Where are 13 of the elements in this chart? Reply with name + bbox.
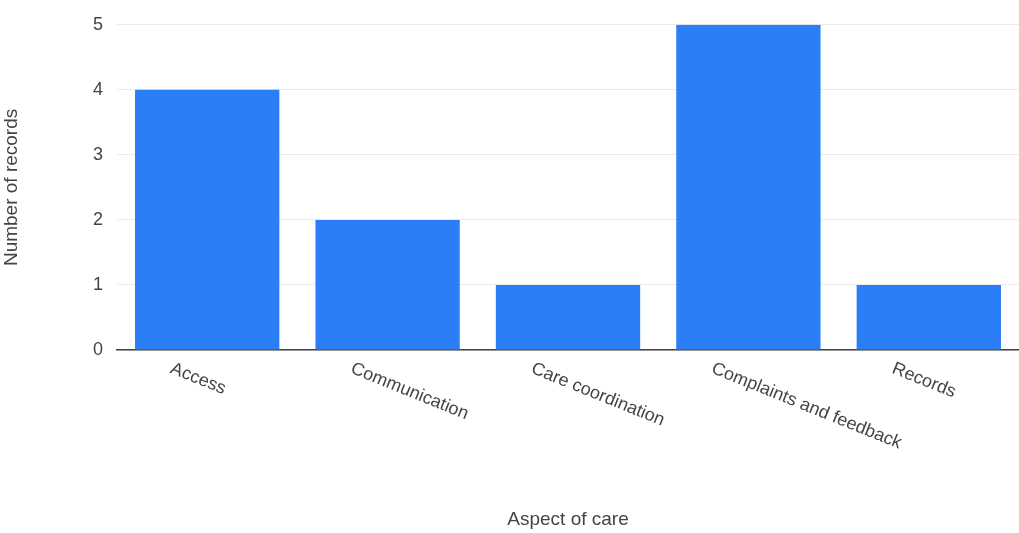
y-tick-label: 2 bbox=[92, 208, 103, 229]
bar bbox=[135, 89, 280, 350]
y-tick-label: 4 bbox=[92, 78, 103, 99]
bar bbox=[315, 219, 460, 350]
y-tick-label: 5 bbox=[92, 13, 103, 34]
y-tick-label: 3 bbox=[92, 143, 103, 164]
bar bbox=[495, 284, 641, 350]
y-axis-title: Number of records bbox=[0, 108, 21, 267]
y-tick-label: 0 bbox=[92, 338, 103, 359]
bar bbox=[676, 24, 821, 350]
x-axis-title: Aspect of care bbox=[507, 507, 629, 529]
y-tick-label: 1 bbox=[92, 273, 103, 294]
bar bbox=[856, 284, 1001, 350]
